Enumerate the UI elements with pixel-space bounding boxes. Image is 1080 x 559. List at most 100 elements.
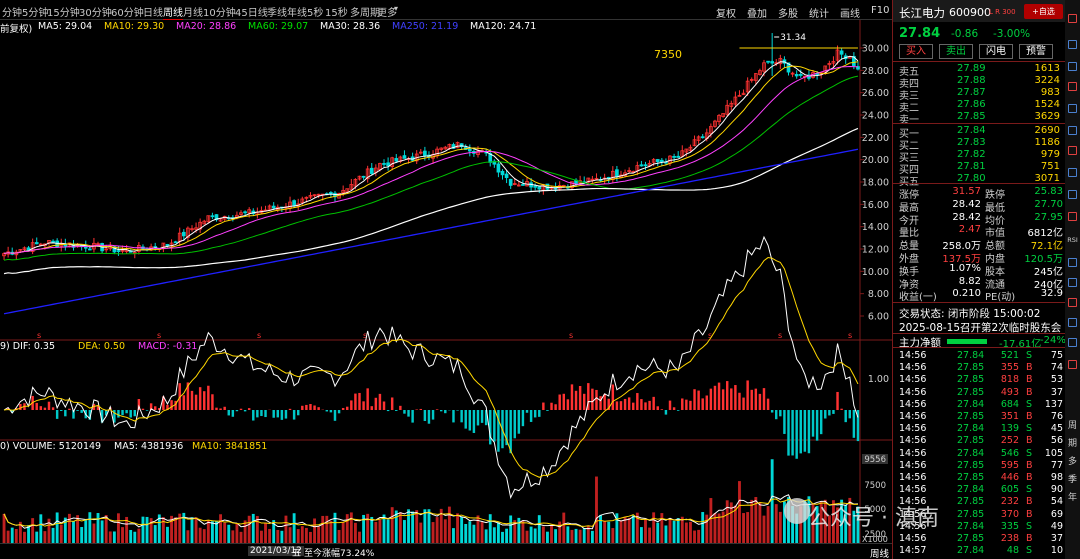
orderbook-row[interactable]: 买二 27.83 1186 — [893, 137, 1065, 152]
volume-bar — [738, 481, 741, 543]
toolbar-button[interactable]: 统计 — [809, 9, 829, 20]
period-tab[interactable]: 15秒 — [325, 8, 348, 19]
period-tab[interactable]: 5秒 — [307, 8, 324, 19]
edge-icon[interactable] — [1068, 190, 1077, 199]
more-chevron-icon[interactable]: ▾ — [394, 4, 399, 13]
period-tab[interactable]: 10分钟 — [203, 8, 236, 19]
trade-button[interactable]: 买入 — [899, 44, 933, 59]
orderbook-row[interactable]: 卖一 27.85 3629 — [893, 111, 1065, 126]
tick-count: 53 — [1050, 374, 1063, 386]
orderbook-row[interactable]: 卖二 27.86 1524 — [893, 99, 1065, 114]
candle-body — [386, 162, 390, 167]
candle-body — [660, 159, 664, 163]
volume-bar — [795, 513, 799, 543]
candle-body — [672, 156, 676, 158]
tick-row: 14:56 27.85 493 B 37 — [893, 387, 1065, 399]
orderbook-row[interactable]: 买三 27.82 979 — [893, 149, 1065, 164]
toolbar-button[interactable]: 画线 — [840, 9, 860, 20]
volume-bar — [668, 518, 672, 543]
trade-button[interactable]: 闪电 — [979, 44, 1013, 59]
stat-label: 股本 — [985, 266, 1005, 278]
edge-tool-button[interactable]: 周 — [1067, 421, 1077, 431]
volume-bar — [374, 521, 378, 543]
toolbar-button[interactable]: 叠加 — [747, 9, 767, 20]
period-tab[interactable]: 60分钟 — [111, 8, 144, 19]
volume-bar — [541, 526, 545, 543]
edge-tool-button[interactable]: 期 — [1067, 439, 1077, 449]
period-tab[interactable]: 更多 — [377, 8, 397, 19]
volume-bar — [639, 527, 643, 543]
ma120-line — [3, 127, 859, 275]
period-tab[interactable]: 月线 — [183, 8, 203, 19]
stat-label: 净资 — [899, 279, 919, 291]
edge-tool-button[interactable]: 年 — [1067, 493, 1077, 503]
period-tab[interactable]: 多周期 — [350, 8, 380, 19]
edge-icon[interactable] — [1068, 146, 1077, 155]
period-tab[interactable]: 45日线 — [235, 8, 268, 19]
edge-icon[interactable] — [1068, 40, 1077, 49]
orderbook-row[interactable]: 买四 27.81 751 — [893, 161, 1065, 176]
period-tab[interactable]: 5分钟 — [22, 8, 49, 19]
edge-icon[interactable] — [1068, 104, 1077, 113]
volume-bar — [407, 509, 410, 543]
volume-bar — [836, 507, 839, 543]
edge-tool-button[interactable]: 季 — [1067, 475, 1077, 485]
edge-icon[interactable] — [1068, 338, 1077, 347]
toolbar-button[interactable]: 多股 — [778, 9, 798, 20]
orderbook-volume: 3629 — [1034, 111, 1060, 122]
tick-price: 27.85 — [957, 459, 985, 471]
edge-icon[interactable] — [1068, 62, 1077, 71]
edge-icon[interactable] — [1068, 82, 1077, 91]
edge-icon[interactable] — [1068, 126, 1077, 135]
trade-button[interactable]: 预警 — [1019, 44, 1053, 59]
candle-body — [696, 136, 701, 141]
edge-icon[interactable] — [1068, 168, 1077, 177]
orderbook-row[interactable]: 卖三 27.87 983 — [893, 87, 1065, 102]
edge-icon[interactable] — [1068, 360, 1077, 369]
candle-body — [292, 200, 296, 207]
period-tab[interactable]: 15分钟 — [47, 8, 80, 19]
volume-bar — [582, 528, 586, 543]
add-watchlist-button[interactable]: +自选 — [1024, 4, 1063, 19]
edge-icon[interactable] — [1068, 278, 1077, 287]
orderbook-row[interactable]: 卖五 27.89 1613 — [893, 63, 1065, 78]
period-tab[interactable]: 周线 — [163, 4, 183, 20]
tick-count: 69 — [1050, 508, 1063, 520]
toolbar-button[interactable]: F10 — [871, 5, 890, 16]
orderbook-row[interactable]: 买五 27.80 3071 — [893, 173, 1065, 188]
period-tab[interactable]: 分钟 — [2, 8, 22, 19]
candle-body — [512, 183, 517, 185]
period-tab[interactable]: 年线 — [287, 8, 307, 19]
volume-bar — [178, 513, 182, 543]
toolbar-button[interactable]: 复权 — [716, 9, 736, 20]
orderbook-row[interactable]: 买一 27.84 2690 — [893, 125, 1065, 140]
kline-chart[interactable]: 30.00 28.00 26.00 24.00 22.00 20.00 18.00 16.00… — [0, 0, 892, 559]
period-tab[interactable]: 日线 — [143, 8, 163, 19]
edge-icon[interactable] — [1068, 318, 1077, 327]
tick-time: 14:56 — [899, 423, 927, 435]
candle-body — [729, 102, 734, 107]
volume-bar — [227, 524, 231, 543]
volume-bar — [472, 524, 476, 543]
tick-row: 14:56 27.85 232 B 54 — [893, 496, 1065, 508]
period-tab[interactable]: 30分钟 — [79, 8, 112, 19]
meeting-notice[interactable]: 2025-08-15召开第2次临时股东会 — [899, 322, 1062, 334]
volume-bar — [586, 525, 590, 543]
period-tab[interactable]: 季线 — [267, 8, 287, 19]
legend-item: MA5: 4381936 — [114, 441, 184, 452]
volume-bar — [648, 527, 652, 543]
edge-icon[interactable] — [1068, 298, 1077, 307]
bottom-period-label[interactable]: 周线 — [870, 549, 890, 559]
edge-tool-button[interactable]: RSI — [1067, 236, 1078, 244]
edge-tool-button[interactable]: 多 — [1067, 457, 1077, 467]
volume-bar — [231, 530, 235, 543]
edge-icon[interactable] — [1068, 258, 1077, 267]
volume-bar — [10, 527, 14, 543]
orderbook-row[interactable]: 卖四 27.88 3224 — [893, 75, 1065, 90]
edge-icon[interactable] — [1068, 212, 1077, 221]
trade-button[interactable]: 卖出 — [939, 44, 973, 59]
volume-bar — [341, 522, 345, 543]
tick-side: B — [1026, 459, 1033, 471]
edge-icon[interactable] — [1068, 14, 1077, 23]
volume-bar — [566, 526, 570, 543]
